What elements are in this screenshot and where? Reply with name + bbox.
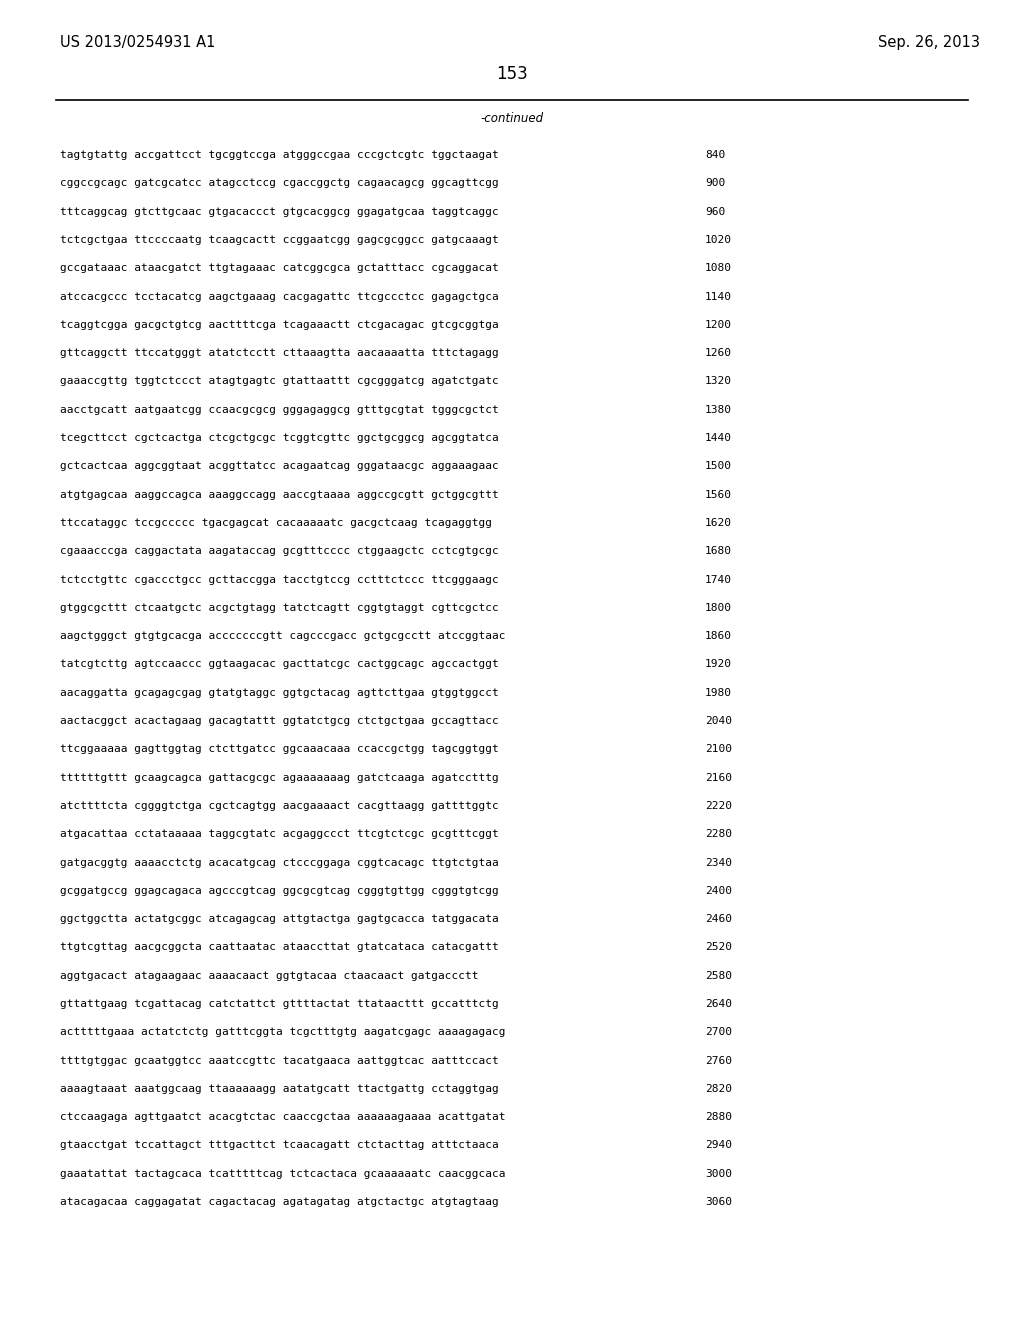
Text: 2580: 2580 bbox=[705, 970, 732, 981]
Text: 2220: 2220 bbox=[705, 801, 732, 810]
Text: tagtgtattg accgattcct tgcggtccga atgggccgaa cccgctcgtc tggctaagat: tagtgtattg accgattcct tgcggtccga atgggcc… bbox=[60, 150, 499, 160]
Text: 2040: 2040 bbox=[705, 715, 732, 726]
Text: ttttttgttt gcaagcagca gattacgcgc agaaaaaaag gatctcaaga agatcctttg: ttttttgttt gcaagcagca gattacgcgc agaaaaa… bbox=[60, 772, 499, 783]
Text: 2700: 2700 bbox=[705, 1027, 732, 1038]
Text: 1080: 1080 bbox=[705, 263, 732, 273]
Text: 1320: 1320 bbox=[705, 376, 732, 387]
Text: atcttttcta cggggtctga cgctcagtgg aacgaaaact cacgttaagg gattttggtc: atcttttcta cggggtctga cgctcagtgg aacgaaa… bbox=[60, 801, 499, 810]
Text: 1440: 1440 bbox=[705, 433, 732, 444]
Text: tcaggtcgga gacgctgtcg aacttttcga tcagaaactt ctcgacagac gtcgcggtga: tcaggtcgga gacgctgtcg aacttttcga tcagaaa… bbox=[60, 319, 499, 330]
Text: 1620: 1620 bbox=[705, 517, 732, 528]
Text: ctccaagaga agttgaatct acacgtctac caaccgctaa aaaaaagaaaa acattgatat: ctccaagaga agttgaatct acacgtctac caaccgc… bbox=[60, 1113, 506, 1122]
Text: 2400: 2400 bbox=[705, 886, 732, 896]
Text: atgacattaa cctataaaaa taggcgtatc acgaggccct ttcgtctcgc gcgtttcggt: atgacattaa cctataaaaa taggcgtatc acgaggc… bbox=[60, 829, 499, 840]
Text: aggtgacact atagaagaac aaaacaact ggtgtacaa ctaacaact gatgaccctt: aggtgacact atagaagaac aaaacaact ggtgtaca… bbox=[60, 970, 478, 981]
Text: 2640: 2640 bbox=[705, 999, 732, 1008]
Text: gtaacctgat tccattagct tttgacttct tcaacagatt ctctacttag atttctaaca: gtaacctgat tccattagct tttgacttct tcaacag… bbox=[60, 1140, 499, 1151]
Text: 1800: 1800 bbox=[705, 603, 732, 612]
Text: gttcaggctt ttccatgggt atatctcctt cttaaagtta aacaaaatta tttctagagg: gttcaggctt ttccatgggt atatctcctt cttaaag… bbox=[60, 348, 499, 358]
Text: gctcactcaa aggcggtaat acggttatcc acagaatcag gggataacgc aggaaagaac: gctcactcaa aggcggtaat acggttatcc acagaat… bbox=[60, 461, 499, 471]
Text: gaaatattat tactagcaca tcatttttcag tctcactaca gcaaaaaatc caacggcaca: gaaatattat tactagcaca tcatttttcag tctcac… bbox=[60, 1168, 506, 1179]
Text: atacagacaa caggagatat cagactacag agatagatag atgctactgc atgtagtaag: atacagacaa caggagatat cagactacag agataga… bbox=[60, 1197, 499, 1206]
Text: atgtgagcaa aaggccagca aaaggccagg aaccgtaaaa aggccgcgtt gctggcgttt: atgtgagcaa aaggccagca aaaggccagg aaccgta… bbox=[60, 490, 499, 499]
Text: 1860: 1860 bbox=[705, 631, 732, 642]
Text: 3000: 3000 bbox=[705, 1168, 732, 1179]
Text: cggccgcagc gatcgcatcc atagcctccg cgaccggctg cagaacagcg ggcagttcgg: cggccgcagc gatcgcatcc atagcctccg cgaccgg… bbox=[60, 178, 499, 189]
Text: 1500: 1500 bbox=[705, 461, 732, 471]
Text: 840: 840 bbox=[705, 150, 725, 160]
Text: 2820: 2820 bbox=[705, 1084, 732, 1094]
Text: atccacgccc tcctacatcg aagctgaaag cacgagattc ttcgccctcc gagagctgca: atccacgccc tcctacatcg aagctgaaag cacgaga… bbox=[60, 292, 499, 301]
Text: tctcctgttc cgaccctgcc gcttaccgga tacctgtccg cctttctccc ttcgggaagc: tctcctgttc cgaccctgcc gcttaccgga tacctgt… bbox=[60, 574, 499, 585]
Text: 1260: 1260 bbox=[705, 348, 732, 358]
Text: 960: 960 bbox=[705, 207, 725, 216]
Text: Sep. 26, 2013: Sep. 26, 2013 bbox=[878, 36, 980, 50]
Text: tttcaggcag gtcttgcaac gtgacaccct gtgcacggcg ggagatgcaa taggtcaggc: tttcaggcag gtcttgcaac gtgacaccct gtgcacg… bbox=[60, 207, 499, 216]
Text: 3060: 3060 bbox=[705, 1197, 732, 1206]
Text: 153: 153 bbox=[496, 65, 528, 83]
Text: -continued: -continued bbox=[480, 112, 544, 125]
Text: aaaagtaaat aaatggcaag ttaaaaaagg aatatgcatt ttactgattg cctaggtgag: aaaagtaaat aaatggcaag ttaaaaaagg aatatgc… bbox=[60, 1084, 499, 1094]
Text: aagctgggct gtgtgcacga acccccccgtt cagcccgacc gctgcgcctt atccggtaac: aagctgggct gtgtgcacga acccccccgtt cagccc… bbox=[60, 631, 506, 642]
Text: ttcggaaaaa gagttggtag ctcttgatcc ggcaaacaaa ccaccgctgg tagcggtggt: ttcggaaaaa gagttggtag ctcttgatcc ggcaaac… bbox=[60, 744, 499, 754]
Text: 2160: 2160 bbox=[705, 772, 732, 783]
Text: aactacggct acactagaag gacagtattt ggtatctgcg ctctgctgaa gccagttacc: aactacggct acactagaag gacagtattt ggtatct… bbox=[60, 715, 499, 726]
Text: 2460: 2460 bbox=[705, 915, 732, 924]
Text: 2340: 2340 bbox=[705, 858, 732, 867]
Text: 1560: 1560 bbox=[705, 490, 732, 499]
Text: 1980: 1980 bbox=[705, 688, 732, 698]
Text: 2940: 2940 bbox=[705, 1140, 732, 1151]
Text: gtggcgcttt ctcaatgctc acgctgtagg tatctcagtt cggtgtaggt cgttcgctcc: gtggcgcttt ctcaatgctc acgctgtagg tatctca… bbox=[60, 603, 499, 612]
Text: gaaaccgttg tggtctccct atagtgagtc gtattaattt cgcgggatcg agatctgatc: gaaaccgttg tggtctccct atagtgagtc gtattaa… bbox=[60, 376, 499, 387]
Text: ttccataggc tccgccccc tgacgagcat cacaaaaatc gacgctcaag tcagaggtgg: ttccataggc tccgccccc tgacgagcat cacaaaaa… bbox=[60, 517, 492, 528]
Text: gatgacggtg aaaacctctg acacatgcag ctcccggaga cggtcacagc ttgtctgtaa: gatgacggtg aaaacctctg acacatgcag ctcccgg… bbox=[60, 858, 499, 867]
Text: 2880: 2880 bbox=[705, 1113, 732, 1122]
Text: tctcgctgaa ttccccaatg tcaagcactt ccggaatcgg gagcgcggcc gatgcaaagt: tctcgctgaa ttccccaatg tcaagcactt ccggaat… bbox=[60, 235, 499, 246]
Text: 1020: 1020 bbox=[705, 235, 732, 246]
Text: aacaggatta gcagagcgag gtatgtaggc ggtgctacag agttcttgaa gtggtggcct: aacaggatta gcagagcgag gtatgtaggc ggtgcta… bbox=[60, 688, 499, 698]
Text: 1380: 1380 bbox=[705, 405, 732, 414]
Text: 2280: 2280 bbox=[705, 829, 732, 840]
Text: 2760: 2760 bbox=[705, 1056, 732, 1065]
Text: 900: 900 bbox=[705, 178, 725, 189]
Text: 1200: 1200 bbox=[705, 319, 732, 330]
Text: cgaaacccga caggactata aagataccag gcgtttcccc ctggaagctc cctcgtgcgc: cgaaacccga caggactata aagataccag gcgtttc… bbox=[60, 546, 499, 556]
Text: 2100: 2100 bbox=[705, 744, 732, 754]
Text: aacctgcatt aatgaatcgg ccaacgcgcg gggagaggcg gtttgcgtat tgggcgctct: aacctgcatt aatgaatcgg ccaacgcgcg gggagag… bbox=[60, 405, 499, 414]
Text: 1740: 1740 bbox=[705, 574, 732, 585]
Text: actttttgaaa actatctctg gatttcggta tcgctttgtg aagatcgagc aaaagagacg: actttttgaaa actatctctg gatttcggta tcgctt… bbox=[60, 1027, 506, 1038]
Text: 1920: 1920 bbox=[705, 660, 732, 669]
Text: ttgtcgttag aacgcggcta caattaatac ataaccttat gtatcataca catacgattt: ttgtcgttag aacgcggcta caattaatac ataacct… bbox=[60, 942, 499, 953]
Text: 2520: 2520 bbox=[705, 942, 732, 953]
Text: gcggatgccg ggagcagaca agcccgtcag ggcgcgtcag cgggtgttgg cgggtgtcgg: gcggatgccg ggagcagaca agcccgtcag ggcgcgt… bbox=[60, 886, 499, 896]
Text: tcegcttcct cgctcactga ctcgctgcgc tcggtcgttc ggctgcggcg agcggtatca: tcegcttcct cgctcactga ctcgctgcgc tcggtcg… bbox=[60, 433, 499, 444]
Text: gttattgaag tcgattacag catctattct gttttactat ttataacttt gccatttctg: gttattgaag tcgattacag catctattct gttttac… bbox=[60, 999, 499, 1008]
Text: tatcgtcttg agtccaaccc ggtaagacac gacttatcgc cactggcagc agccactggt: tatcgtcttg agtccaaccc ggtaagacac gacttat… bbox=[60, 660, 499, 669]
Text: 1680: 1680 bbox=[705, 546, 732, 556]
Text: ttttgtggac gcaatggtcc aaatccgttc tacatgaaca aattggtcac aatttccact: ttttgtggac gcaatggtcc aaatccgttc tacatga… bbox=[60, 1056, 499, 1065]
Text: 1140: 1140 bbox=[705, 292, 732, 301]
Text: ggctggctta actatgcggc atcagagcag attgtactga gagtgcacca tatggacata: ggctggctta actatgcggc atcagagcag attgtac… bbox=[60, 915, 499, 924]
Text: US 2013/0254931 A1: US 2013/0254931 A1 bbox=[60, 36, 215, 50]
Text: gccgataaac ataacgatct ttgtagaaac catcggcgca gctatttacc cgcaggacat: gccgataaac ataacgatct ttgtagaaac catcggc… bbox=[60, 263, 499, 273]
